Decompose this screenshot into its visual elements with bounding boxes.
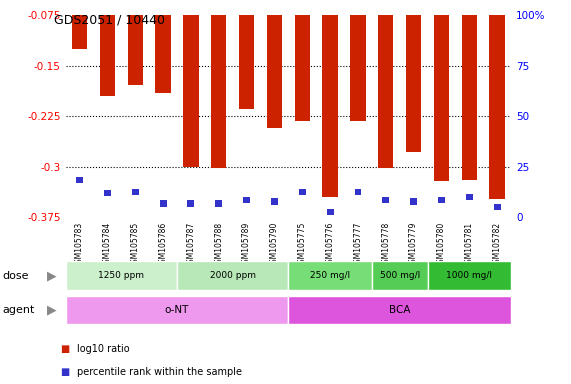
- Text: ■: ■: [60, 344, 69, 354]
- Bar: [183, 15, 199, 167]
- Bar: [104, 190, 111, 197]
- Bar: [239, 15, 254, 109]
- Text: GDS2051 / 10440: GDS2051 / 10440: [54, 13, 165, 26]
- Bar: [461, 15, 477, 180]
- Text: dose: dose: [3, 270, 29, 281]
- Text: BCA: BCA: [389, 305, 411, 315]
- Bar: [434, 15, 449, 181]
- Bar: [350, 15, 365, 121]
- Text: 2000 ppm: 2000 ppm: [210, 271, 256, 280]
- Bar: [355, 189, 361, 195]
- Bar: [100, 15, 115, 96]
- Bar: [323, 15, 338, 197]
- Text: ■: ■: [60, 367, 69, 377]
- Text: 1250 ppm: 1250 ppm: [98, 271, 144, 280]
- Text: 1000 mg/l: 1000 mg/l: [447, 271, 492, 280]
- Bar: [267, 15, 282, 127]
- Bar: [466, 194, 473, 200]
- Bar: [406, 15, 421, 152]
- Bar: [288, 296, 511, 324]
- Text: o-NT: o-NT: [165, 305, 189, 315]
- Bar: [271, 199, 278, 205]
- Bar: [66, 296, 288, 324]
- Bar: [489, 15, 505, 199]
- Bar: [494, 204, 501, 210]
- Bar: [295, 15, 310, 121]
- Bar: [155, 15, 171, 93]
- Bar: [127, 15, 143, 84]
- Bar: [410, 199, 417, 205]
- Bar: [72, 15, 87, 49]
- Bar: [215, 200, 222, 207]
- Text: 500 mg/l: 500 mg/l: [380, 271, 420, 280]
- Text: log10 ratio: log10 ratio: [77, 344, 130, 354]
- Bar: [211, 15, 227, 168]
- Bar: [76, 177, 83, 183]
- Text: ▶: ▶: [47, 304, 56, 316]
- Bar: [187, 200, 194, 207]
- Bar: [383, 197, 389, 203]
- Bar: [299, 189, 305, 195]
- Text: 250 mg/l: 250 mg/l: [310, 271, 350, 280]
- Bar: [428, 261, 511, 290]
- Bar: [160, 200, 167, 207]
- Text: percentile rank within the sample: percentile rank within the sample: [77, 367, 242, 377]
- Bar: [288, 261, 372, 290]
- Text: ▶: ▶: [47, 269, 56, 282]
- Bar: [177, 261, 288, 290]
- Bar: [243, 197, 250, 203]
- Bar: [378, 15, 393, 168]
- Bar: [438, 197, 445, 203]
- Bar: [372, 261, 428, 290]
- Bar: [327, 209, 333, 215]
- Bar: [132, 189, 139, 195]
- Text: agent: agent: [3, 305, 35, 315]
- Bar: [66, 261, 177, 290]
